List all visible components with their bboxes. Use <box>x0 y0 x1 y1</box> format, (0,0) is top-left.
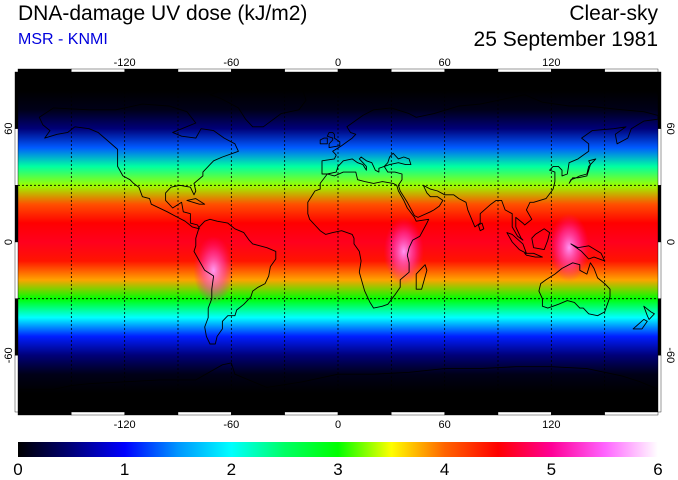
frame-bar-right <box>657 355 662 413</box>
frame-bar-bottom <box>337 411 392 416</box>
frame-bar-left <box>14 71 19 129</box>
coast-new-zealand-south <box>632 318 648 330</box>
colorbar: 0 1 2 3 4 5 6 <box>13 442 663 479</box>
frame-bar-top <box>337 68 392 73</box>
coast-cuba <box>186 198 206 205</box>
frame-bar-right <box>657 71 662 129</box>
frame-bar-bottom <box>551 411 605 416</box>
frame-bar-bottom <box>17 411 72 416</box>
coast-new-zealand-north <box>643 305 655 320</box>
right-latitude-ticks: 60 0 -60 <box>664 123 676 364</box>
colorbar-tick: 3 <box>333 460 342 479</box>
sky-condition-label: Clear-sky <box>569 2 658 25</box>
frame-bar-top <box>17 68 72 73</box>
coastlines <box>18 84 659 390</box>
frame-bar-left <box>14 128 19 186</box>
coast-java <box>524 252 543 258</box>
coast-ireland <box>319 137 328 145</box>
frame-bar-bottom <box>284 411 339 416</box>
lon-tick-bottom: -120 <box>114 419 136 431</box>
colorbar-tick: 4 <box>440 460 449 479</box>
frame-bar-bottom <box>231 411 285 416</box>
coast-madagascar <box>415 264 428 290</box>
lon-tick-top: -60 <box>223 57 239 69</box>
colorbar-tick: 5 <box>547 460 556 479</box>
lon-tick-top: 120 <box>542 57 560 69</box>
graticule <box>18 72 658 412</box>
frame-bar-bottom <box>391 411 445 416</box>
coast-greenland <box>209 84 307 128</box>
lat-tick-left: -60 <box>3 347 15 363</box>
colorbar-tick: 1 <box>120 460 129 479</box>
date-label: 25 September 1981 <box>473 28 658 51</box>
coast-antarctica <box>18 362 659 390</box>
frame-bar-left <box>14 185 19 243</box>
frame-bar-bottom <box>497 411 552 416</box>
frame-bar-top <box>497 68 552 73</box>
lat-tick-left: 60 <box>3 123 15 135</box>
lon-tick-bottom: 60 <box>439 419 451 431</box>
bottom-longitude-ticks: -120 -60 0 60 120 <box>114 419 561 431</box>
frame-bar-left <box>14 355 19 413</box>
frame-bar-right <box>657 298 662 356</box>
frame-bar-left <box>14 298 19 356</box>
coast-australia <box>538 262 611 317</box>
frame-bar-bottom <box>604 411 659 416</box>
frame-bar-bottom <box>71 411 125 416</box>
hotspot-andes <box>193 236 234 305</box>
top-longitude-ticks: -120 -60 0 60 120 <box>114 57 561 69</box>
coast-japan <box>568 158 597 184</box>
lon-tick-top: -120 <box>114 57 136 69</box>
hotspot-east-africa <box>383 217 424 286</box>
frame-bar-top <box>71 68 125 73</box>
frame-bar-top <box>551 68 605 73</box>
lon-tick-top: 0 <box>335 57 341 69</box>
frame-bar-top <box>231 68 285 73</box>
frame-bar-top <box>177 68 232 73</box>
map-title: DNA-damage UV dose (kJ/m2) <box>18 2 308 25</box>
frame-bar-right <box>657 185 662 243</box>
lon-tick-top: 60 <box>439 57 451 69</box>
uv-dose-map: -120 -60 0 60 120 60 0 -60 60 0 -60 -120 -60 0 60 12… <box>3 57 676 431</box>
frame-bar-top <box>284 68 339 73</box>
colorbar-strip <box>18 442 658 457</box>
coast-south-america <box>193 218 277 345</box>
hotspot-layer <box>193 213 590 305</box>
frame-bar-bottom <box>124 411 179 416</box>
coast-north-america <box>38 103 239 230</box>
lon-tick-bottom: 0 <box>335 419 341 431</box>
lat-tick-left: 0 <box>3 239 15 245</box>
frame-bar-top <box>124 68 179 73</box>
lon-tick-bottom: -60 <box>223 419 239 431</box>
coast-eurasia <box>321 94 659 241</box>
frame-bar-bottom <box>444 411 499 416</box>
source-label: MSR - KNMI <box>18 31 108 48</box>
colorbar-tick: 0 <box>13 460 22 479</box>
frame-bar-left <box>14 241 19 299</box>
hotspot-maritime-continent <box>549 213 590 282</box>
colorbar-tick: 6 <box>653 460 662 479</box>
lat-tick-right: 60 <box>664 123 676 135</box>
frame-bar-top <box>391 68 445 73</box>
colorbar-tick: 2 <box>227 460 236 479</box>
frame-bar-right <box>657 128 662 186</box>
lon-tick-bottom: 120 <box>542 419 560 431</box>
frame-bar-bottom <box>177 411 232 416</box>
coast-great-britain <box>326 131 341 149</box>
frame-bar-top <box>604 68 659 73</box>
left-latitude-ticks: 60 0 -60 <box>3 123 15 364</box>
colorbar-tick-labels: 0 1 2 3 4 5 6 <box>13 460 662 479</box>
coast-africa <box>307 171 430 309</box>
lat-tick-right: -60 <box>664 347 676 363</box>
frame-bars <box>14 68 662 416</box>
frame-bar-right <box>657 241 662 299</box>
coast-borneo <box>531 228 551 251</box>
lat-tick-right: 0 <box>664 239 676 245</box>
frame-bar-top <box>444 68 499 73</box>
coast-sri-lanka <box>477 222 485 232</box>
